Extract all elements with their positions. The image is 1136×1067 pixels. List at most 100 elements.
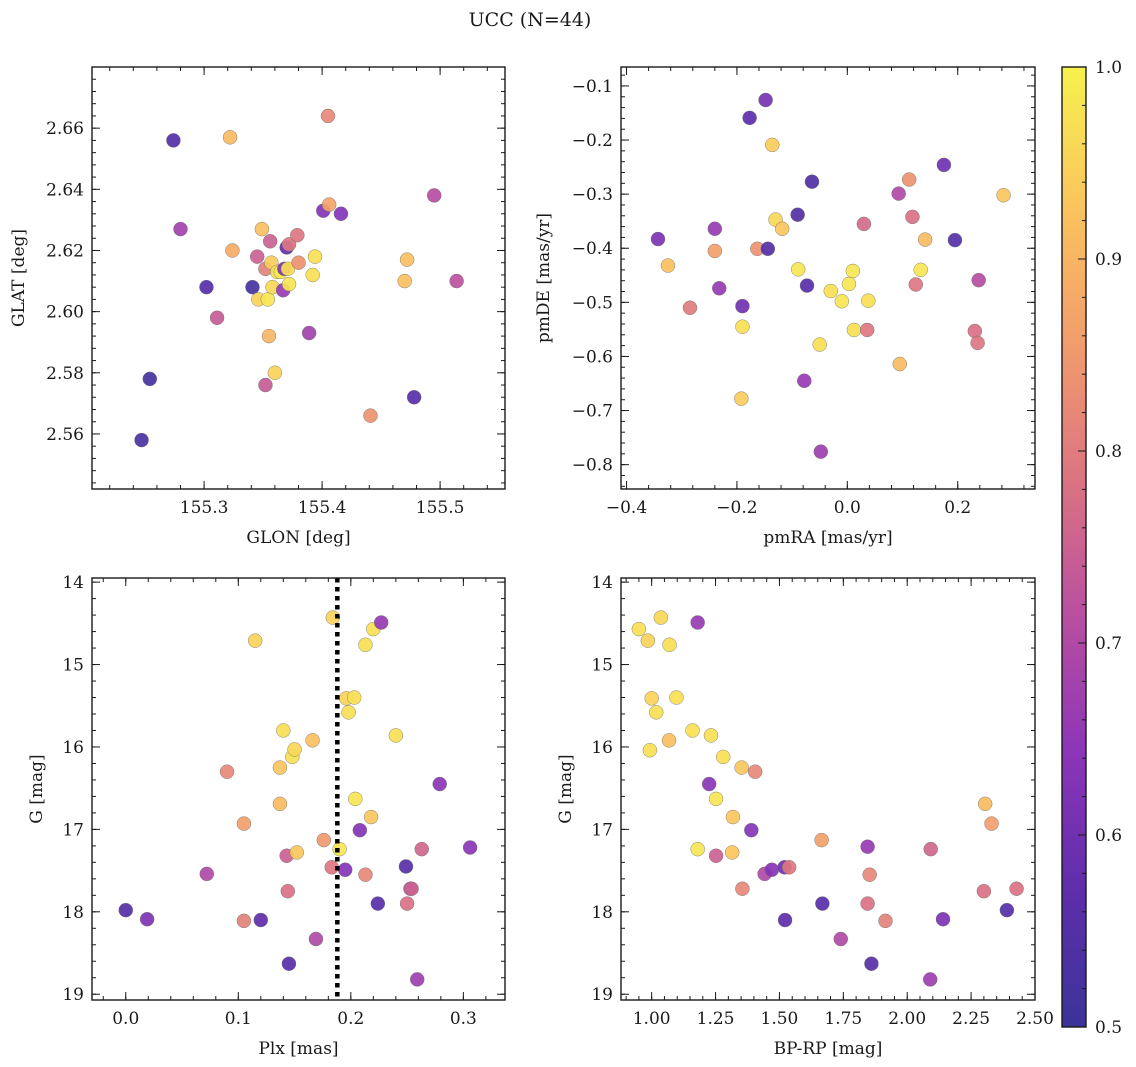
x-tick-label: 0.2 xyxy=(337,1009,364,1029)
scatter-point xyxy=(891,186,906,201)
scatter-point xyxy=(281,276,297,292)
scatter-point xyxy=(774,221,790,236)
scatter-point xyxy=(864,956,879,971)
scatter-point xyxy=(703,728,719,743)
scatter-point xyxy=(662,637,677,652)
scatter-point xyxy=(225,243,240,258)
scatter-point xyxy=(640,633,656,648)
scatter-point xyxy=(398,859,414,874)
scatter-point xyxy=(650,231,666,247)
scatter-point xyxy=(823,283,838,299)
scatter-point xyxy=(682,300,698,315)
scatter-point xyxy=(399,896,415,911)
scatter-point xyxy=(971,272,986,288)
scatter-point xyxy=(236,913,252,929)
scatter-point xyxy=(845,263,861,279)
scatter-point xyxy=(644,691,659,706)
panel-bprp-g: 1.00 1.25 1.50 1.75 2.00 2.25 2.50 14 15 16 17 18 19… xyxy=(556,573,1054,1059)
scatter-point xyxy=(833,931,848,947)
scatter-point xyxy=(777,912,793,928)
colorbar-tick-label: 0.6 xyxy=(1095,826,1122,846)
scatter-point xyxy=(258,377,273,393)
x-tick-label: 2.00 xyxy=(888,1009,926,1029)
y-tick-label: 19 xyxy=(591,985,613,1005)
y-tick-label: −0.6 xyxy=(572,347,613,367)
scatter-point xyxy=(253,912,269,928)
scatter-point xyxy=(936,157,952,173)
scatter-point xyxy=(734,760,749,775)
scatter-point xyxy=(744,823,759,838)
scatter-point xyxy=(247,633,263,648)
scatter-point xyxy=(267,365,283,380)
x-tick-label: 0.3 xyxy=(450,1009,477,1029)
scatter-point xyxy=(245,279,260,295)
axes-frame xyxy=(91,577,506,1001)
y-tick-label: 19 xyxy=(62,985,84,1005)
y-axis-label: G [mag] xyxy=(556,754,576,823)
y-tick-label: 2.62 xyxy=(46,241,84,261)
scatter-point xyxy=(281,956,297,971)
x-axis-label: BP-RP [mag] xyxy=(774,1039,883,1059)
y-axis-label: pmDE [mas/yr] xyxy=(534,213,554,343)
scatter-point xyxy=(707,243,723,259)
scatter-point xyxy=(742,110,757,126)
scatter-point xyxy=(254,221,270,237)
y-tick-label: 2.56 xyxy=(46,425,84,445)
scatter-point xyxy=(797,373,812,388)
scatter-point xyxy=(305,267,320,283)
x-tick-label: 0.0 xyxy=(834,498,861,518)
scatter-point xyxy=(649,705,664,720)
scatter-point xyxy=(348,791,363,807)
scatter-point xyxy=(432,776,447,792)
scatter-point xyxy=(735,881,750,896)
points xyxy=(650,92,1011,459)
scatter-point xyxy=(272,760,288,775)
colorbar-tick-label: 0.9 xyxy=(1095,250,1122,270)
x-axis-label: Plx [mas] xyxy=(258,1039,338,1059)
scatter-point xyxy=(967,323,983,339)
y-tick-label: −0.5 xyxy=(572,293,613,313)
y-tick-label: 18 xyxy=(62,903,84,923)
points xyxy=(631,610,1024,987)
colorbar-tick-label: 0.8 xyxy=(1095,442,1122,462)
y-tick-label: 17 xyxy=(591,820,613,840)
colorbar-tick-label: 1.0 xyxy=(1095,58,1122,78)
x-tick-label: 155.3 xyxy=(180,498,229,518)
scatter-point xyxy=(799,278,815,293)
scatter-point xyxy=(735,298,750,314)
scatter-point xyxy=(347,690,362,705)
scatter-point xyxy=(142,371,158,387)
scatter-point xyxy=(834,294,849,309)
y-tick-label: 2.64 xyxy=(46,180,84,200)
scatter-point xyxy=(790,262,806,277)
scatter-point xyxy=(427,188,442,203)
y-tick-label: 14 xyxy=(591,573,613,593)
scatter-point xyxy=(860,839,875,854)
y-tick-label: −0.8 xyxy=(572,456,613,476)
scatter-point xyxy=(363,809,379,825)
scatter-point xyxy=(363,408,378,423)
scatter-point xyxy=(708,848,724,863)
y-axis-label: G [mag] xyxy=(27,754,47,823)
scatter-point xyxy=(804,174,820,189)
scatter-point xyxy=(410,972,425,987)
scatter-point xyxy=(735,319,750,334)
y-tick-label: −0.1 xyxy=(572,77,613,97)
scatter-point xyxy=(917,232,933,247)
scatter-point xyxy=(332,841,347,857)
scatter-point xyxy=(923,972,938,987)
scatter-point xyxy=(262,234,278,249)
y-tick-label: −0.7 xyxy=(572,402,613,422)
y-tick-label: 17 xyxy=(62,820,84,840)
scatter-point xyxy=(321,197,337,212)
scatter-point xyxy=(290,227,305,243)
scatter-point xyxy=(199,866,214,882)
scatter-point xyxy=(725,809,741,825)
scatter-point xyxy=(724,845,740,860)
y-tick-label: 16 xyxy=(591,738,613,758)
scatter-point xyxy=(984,816,999,831)
y-axis-label: GLAT [deg] xyxy=(9,229,29,327)
scatter-point xyxy=(701,776,717,792)
scatter-point xyxy=(358,637,373,652)
scatter-point xyxy=(846,322,862,338)
